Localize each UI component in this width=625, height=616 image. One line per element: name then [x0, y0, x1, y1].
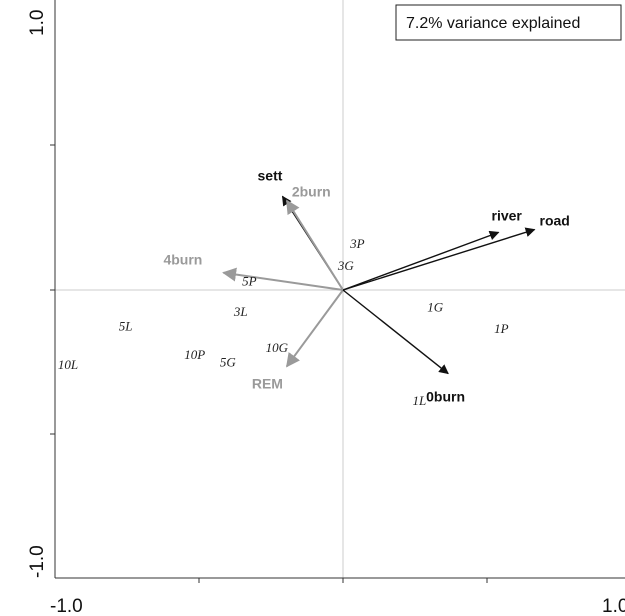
vector-label-river: river	[492, 207, 523, 223]
variance-annotation: 7.2% variance explained	[406, 15, 580, 32]
vector-arrow-4burn	[222, 267, 344, 291]
vector-group: sett 2burn river road 4burn REM 0burn	[163, 167, 569, 404]
site-label-1G: 1G	[427, 300, 444, 315]
site-label-3G: 3G	[337, 258, 355, 273]
legend-box	[395, 4, 622, 41]
site-label-1L: 1L	[412, 393, 426, 408]
axis-ticks	[50, 144, 488, 583]
vector-arrow-REM	[286, 289, 344, 368]
y-tick-label-min: -1.0	[27, 545, 48, 578]
site-label-5L: 5L	[119, 318, 133, 333]
vector-label-sett: sett	[258, 167, 283, 183]
vector-arrow-road	[342, 227, 536, 291]
site-label-3L: 3L	[233, 304, 248, 319]
vector-label-REM: REM	[252, 375, 283, 391]
site-label-5P: 5P	[242, 274, 257, 289]
site-label-5G: 5G	[220, 354, 237, 369]
x-tick-label-min: -1.0	[50, 596, 83, 616]
site-label-10P: 10P	[184, 347, 205, 362]
vector-arrow-0burn	[342, 289, 449, 375]
site-label-10G: 10G	[266, 340, 289, 355]
vector-arrow-2burn	[285, 199, 344, 291]
x-tick-label-max: 1.0	[602, 596, 625, 616]
site-label-10L: 10L	[58, 357, 78, 372]
site-label-3P: 3P	[349, 236, 365, 251]
site-group: 3P 3G 5P 1G 3L 5L 1P 10G 10P 5G 10L 1L	[58, 236, 509, 408]
site-label-1P: 1P	[494, 321, 509, 336]
vector-label-0burn: 0burn	[426, 389, 465, 405]
vector-label-4burn: 4burn	[163, 252, 202, 268]
y-tick-label-max: 1.0	[27, 10, 48, 36]
vector-label-2burn: 2burn	[292, 184, 331, 200]
variance-legend: 7.2% variance explained	[395, 4, 622, 41]
vector-label-road: road	[540, 213, 570, 229]
vector-arrow-river	[342, 230, 500, 291]
